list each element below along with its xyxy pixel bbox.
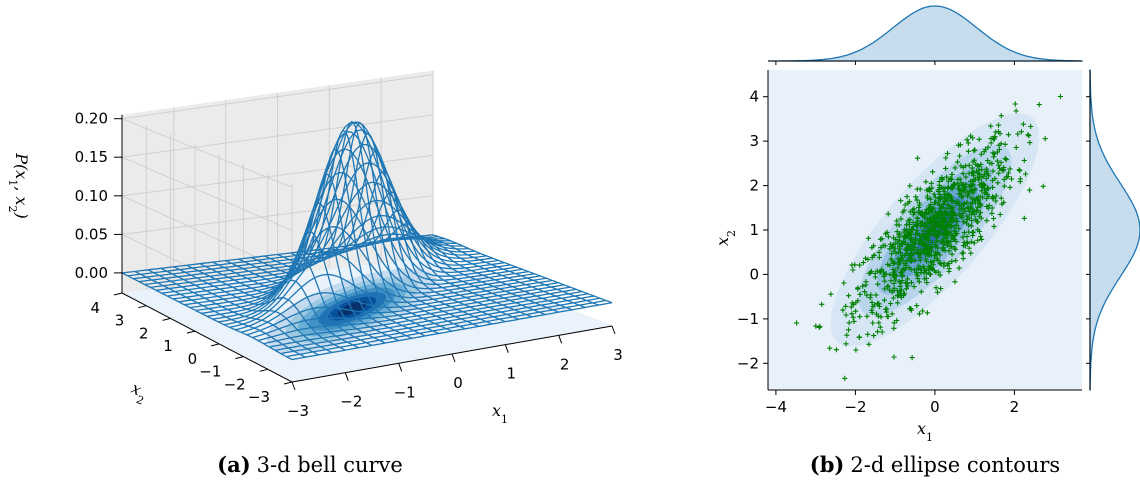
grid-left-z [121,156,293,231]
y-tick-mark-3d [162,317,171,321]
panel-3d-bell-curve: −3−2−10123−3−2−1012340.000.050.100.150.2… [7,70,623,477]
grid-back-z [121,114,434,158]
x-tick-mark-3d [504,344,509,353]
floor-contours [122,256,612,382]
y-tick-label-2d: 0 [749,265,759,283]
wire-line-x [251,148,426,337]
wire-line-x [121,272,293,361]
wire-line-x [212,231,386,344]
caption-a-text: 3-d bell curve [257,453,403,477]
marginal-y-density [1086,69,1140,391]
marginal-x-density [768,5,1083,65]
z-tick-label-3d: 0.10 [75,187,108,205]
wire-line-x [329,170,506,323]
z-tick-label-3d: 0.00 [75,264,108,282]
wire-line-x [186,264,359,349]
wire-line-x [134,270,306,358]
x-tick-label-2d: 2 [1010,398,1020,416]
marginal-x-curve [768,5,1083,62]
x-tick-label-2d: 0 [930,398,940,416]
y-tick-label-3d: −1 [199,363,221,381]
z-axis-label-3d: P(x1, x2) [7,152,32,218]
wire-line-x [160,267,333,354]
y-tick-label-2d: 1 [749,221,759,239]
x-tick-mark-3d [344,372,349,381]
z-tick-label-3d: 0.15 [75,148,108,166]
x-tick-label-3d: 1 [507,365,517,383]
wire-line-x [368,223,546,316]
wire-line-x [173,266,346,351]
scatter-points [794,93,1063,381]
panel-2d-ellipse-contours: −4 −2 0 2 −2 −1 0 1 2 3 4 x1 x2 (b) 2-d ellipse con… [713,5,1140,477]
x-tick-label-3d: 2 [560,355,570,373]
y-tick-mark-3d [210,343,220,347]
y-tick-label-2d: 4 [749,88,759,106]
x-tick-label-3d: −2 [340,393,362,411]
y-tick-label-2d: 2 [749,177,759,195]
y-tick-label-3d: 3 [115,312,125,330]
y-tick-label-2d: −2 [737,354,759,372]
y-axis-label-3d: x2 [126,378,151,407]
y-tick-mark-3d [283,381,293,385]
grid-left-z [121,118,293,188]
y-tick-mark-3d [259,368,268,372]
wire-line-x [264,130,439,335]
x-tick-label-3d: −1 [394,383,416,401]
caption-b: (b) 2-d ellipse contours [810,452,1060,477]
wire-line-x [432,234,613,304]
caption-a-letter: (a) [217,452,250,477]
x-axis-label-3d: x1 [492,401,508,426]
x-tick-mark-3d [451,353,456,363]
wire-line-x [199,257,373,346]
wire-line-x [406,236,586,309]
wireframe-surface [121,120,613,361]
z-tick-label-3d: 0.20 [75,110,108,128]
wire-line-x [355,209,533,318]
wire-line-x [225,202,399,342]
grid-back-z [121,74,434,120]
floor-contour-level [337,301,367,316]
y-tick-mark-3d [186,330,196,334]
x-tick-label-3d: 3 [613,346,623,364]
caption-b-text: 2-d ellipse contours [850,453,1060,477]
scatter-ticks: −4 −2 0 2 −2 −1 0 1 2 3 4 [737,88,1019,416]
wire-line-x [381,232,559,313]
y-tick-label-3d: −2 [224,375,246,393]
wire-line-x [419,235,599,306]
wire-line-x [147,269,319,356]
marginal-y-curve [1089,69,1140,391]
y-tick-label-3d: 0 [188,350,198,368]
caption-b-letter: (b) [810,452,845,477]
y-tick-label-3d: 1 [163,337,173,355]
x-tick-mark-3d [611,325,616,335]
x-tick-label-2d: −2 [844,398,866,416]
x-tick-label-2d: −4 [765,398,787,416]
y-axis-line-3d [121,292,293,383]
wire-line-x [277,120,453,332]
axes-3d-ticks: −3−2−10123−3−2−1012340.000.050.100.150.2… [75,110,623,420]
x-tick-mark-3d [291,381,296,391]
x-tick-mark-3d [398,363,403,372]
y-tick-mark-3d [235,356,244,360]
x-axis-label-2d: x1 [917,419,933,444]
wire-line-x [342,191,519,320]
x-tick-mark-3d [558,335,563,344]
caption-a: (a) 3-d bell curve [217,452,403,477]
grid-back-z [121,195,434,235]
y-tick-label-3d: 2 [139,324,149,342]
wire-line-x [290,122,466,330]
y-tick-mark-3d [113,292,123,296]
y-tick-label-2d: −1 [737,310,759,328]
y-axis-label-2d: x2 [713,230,738,246]
y-tick-label-3d: 4 [90,299,100,317]
y-tick-label-3d: −3 [248,388,270,406]
x-tick-label-3d: −3 [287,402,309,420]
y-tick-mark-3d [138,305,147,309]
x-tick-label-3d: 0 [453,374,463,392]
y-tick-label-2d: 3 [749,132,759,150]
z-tick-label-3d: 0.05 [75,225,108,243]
grid-left-z [121,195,293,274]
scatter-plus-markers [794,93,1063,381]
